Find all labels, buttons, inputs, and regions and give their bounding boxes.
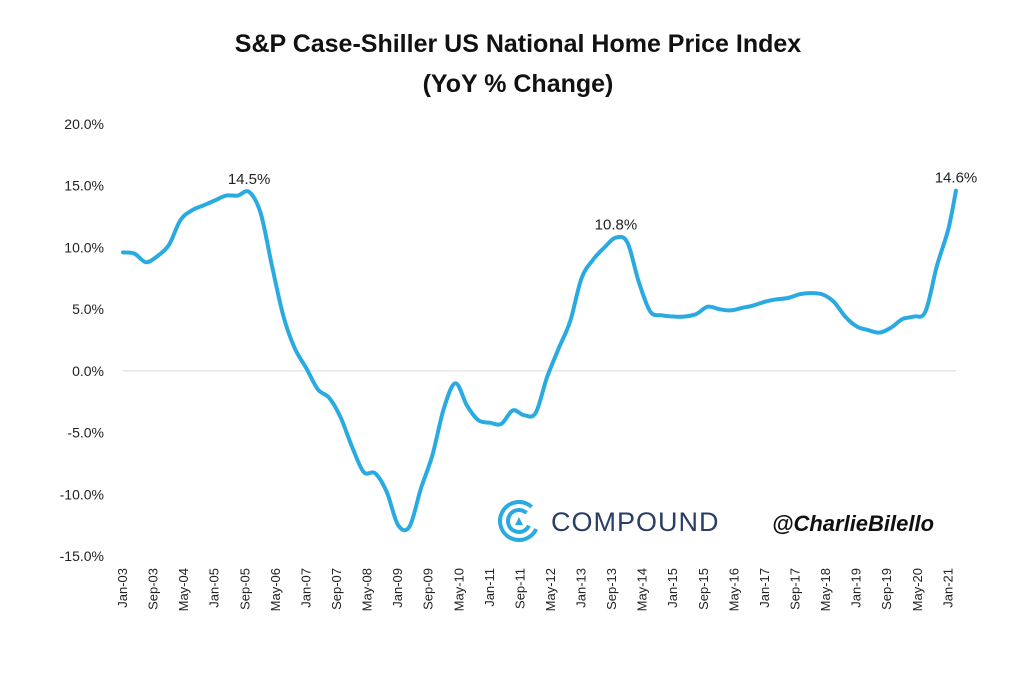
x-tick-label: Sep-11 xyxy=(512,568,527,609)
x-tick-label: Jan-13 xyxy=(574,568,589,608)
y-tick-label: -10.0% xyxy=(60,486,104,502)
x-tick-label: Jan-15 xyxy=(665,568,680,608)
x-tick-label: Jan-07 xyxy=(298,568,313,608)
compound-logo-icon xyxy=(498,500,540,542)
x-tick-label: May-10 xyxy=(451,568,466,611)
y-tick-label: 0.0% xyxy=(72,363,104,379)
compound-logo: COMPOUND xyxy=(498,500,720,542)
x-tick-label: May-06 xyxy=(268,568,283,611)
x-tick-label: May-14 xyxy=(635,568,650,611)
peak-annotation: 10.8% xyxy=(595,217,638,234)
annotations: 14.5% 10.8% 14.6% xyxy=(228,170,977,234)
x-tick-label: May-04 xyxy=(176,568,191,611)
x-tick-label: Sep-17 xyxy=(788,568,803,610)
y-tick-label: -5.0% xyxy=(67,425,104,441)
y-tick-label: -15.0% xyxy=(60,548,104,564)
x-tick-label: Jan-11 xyxy=(482,568,497,607)
x-axis-ticks: Jan-03 Sep-03 May-04 Jan-05 Sep-05 May-06 Jan-… xyxy=(115,568,955,611)
x-tick-label: Jan-09 xyxy=(390,568,405,608)
y-tick-label: 15.0% xyxy=(64,178,104,194)
x-tick-label: Sep-09 xyxy=(421,568,436,610)
chart-subtitle: (YoY % Change) xyxy=(423,70,614,98)
series-line xyxy=(121,188,958,533)
author-handle: @CharlieBilello xyxy=(772,511,934,536)
x-tick-label: Sep-05 xyxy=(237,568,252,610)
y-tick-label: 10.0% xyxy=(64,239,104,255)
x-tick-label: Sep-13 xyxy=(604,568,619,610)
x-tick-label: Jan-03 xyxy=(115,568,130,608)
x-tick-label: Sep-03 xyxy=(146,568,161,610)
y-tick-label: 5.0% xyxy=(72,301,104,317)
x-tick-label: Jan-21 xyxy=(940,568,955,608)
x-tick-label: May-16 xyxy=(726,568,741,611)
x-tick-label: May-08 xyxy=(360,568,375,611)
x-tick-label: Jan-05 xyxy=(207,568,222,608)
y-axis-ticks: 20.0% 15.0% 10.0% 5.0% 0.0% -5.0% -10.0% -15.0% xyxy=(60,116,104,564)
x-tick-label: May-18 xyxy=(818,568,833,611)
x-tick-label: May-20 xyxy=(910,568,925,611)
x-tick-label: Sep-07 xyxy=(329,568,344,610)
chart-title: S&P Case-Shiller US National Home Price … xyxy=(235,30,801,58)
x-tick-label: Sep-15 xyxy=(696,568,711,610)
y-tick-label: 20.0% xyxy=(64,116,104,132)
x-tick-label: Sep-19 xyxy=(879,568,894,610)
peak-annotation: 14.5% xyxy=(228,171,271,188)
compound-wordmark: COMPOUND xyxy=(551,507,720,537)
x-tick-label: Jan-19 xyxy=(849,568,864,608)
peak-annotation: 14.6% xyxy=(935,170,978,187)
x-tick-label: May-12 xyxy=(543,568,558,611)
x-tick-label: Jan-17 xyxy=(757,568,772,608)
